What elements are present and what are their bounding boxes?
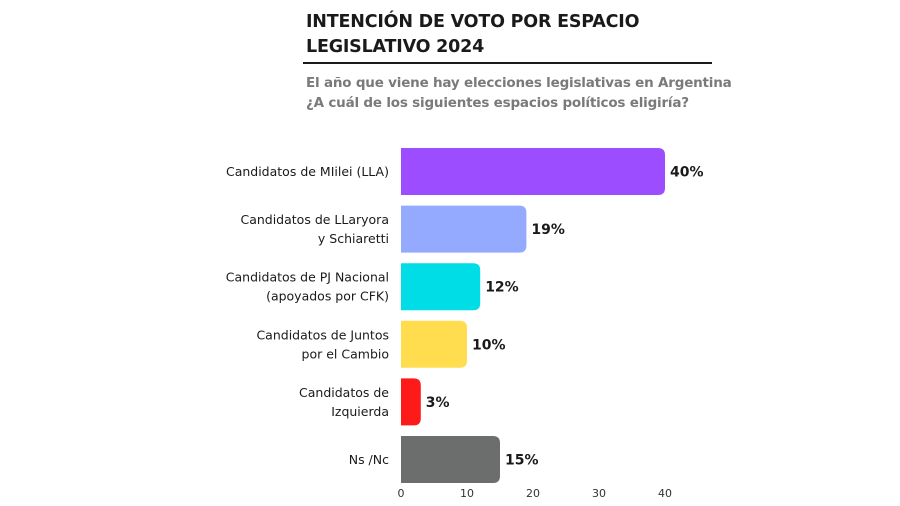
category-label: Candidatos de MIilei (LLA) <box>226 164 389 179</box>
chart-subtitle-line-1: El año que viene hay elecciones legislat… <box>306 75 732 91</box>
chart-title-line-2: LEGISLATIVO 2024 <box>306 37 485 57</box>
chart-title-line-1: INTENCIÓN DE VOTO POR ESPACIO <box>306 12 640 32</box>
category-label: (apoyados por CFK) <box>266 289 389 304</box>
bar <box>401 320 467 368</box>
x-tick-label: 10 <box>460 487 474 500</box>
bar <box>401 148 665 195</box>
value-label: 10% <box>472 337 506 353</box>
x-tick-label: 30 <box>592 487 606 500</box>
bar <box>401 205 527 253</box>
title-divider <box>303 62 712 64</box>
category-label: Candidatos de <box>299 385 389 400</box>
chart-title: INTENCIÓN DE VOTO POR ESPACIO LEGISLATIV… <box>306 10 726 60</box>
x-tick-label: 0 <box>398 487 405 500</box>
category-label: Izquierda <box>331 404 389 419</box>
x-tick-label: 40 <box>658 487 672 500</box>
category-label: por el Cambio <box>302 346 389 361</box>
category-label: Candidatos de PJ Nacional <box>226 270 389 285</box>
bar <box>401 436 500 483</box>
category-label: Candidatos de Juntos <box>256 327 389 342</box>
value-label: 40% <box>670 165 704 181</box>
chart-subtitle: El año que viene hay elecciones legislat… <box>306 73 732 113</box>
bar <box>401 378 421 426</box>
category-label: y Schiaretti <box>318 231 389 246</box>
category-label: Ns /Nc <box>349 452 389 467</box>
chart-subtitle-line-2: ¿A cuál de los siguientes espacios polít… <box>306 95 689 111</box>
bar <box>401 263 481 311</box>
category-label: Candidatos de LLaryora <box>240 212 389 227</box>
value-label: 3% <box>426 395 450 411</box>
value-label: 19% <box>531 222 565 238</box>
value-label: 15% <box>505 453 539 469</box>
x-tick-label: 20 <box>526 487 540 500</box>
value-label: 12% <box>485 280 519 296</box>
